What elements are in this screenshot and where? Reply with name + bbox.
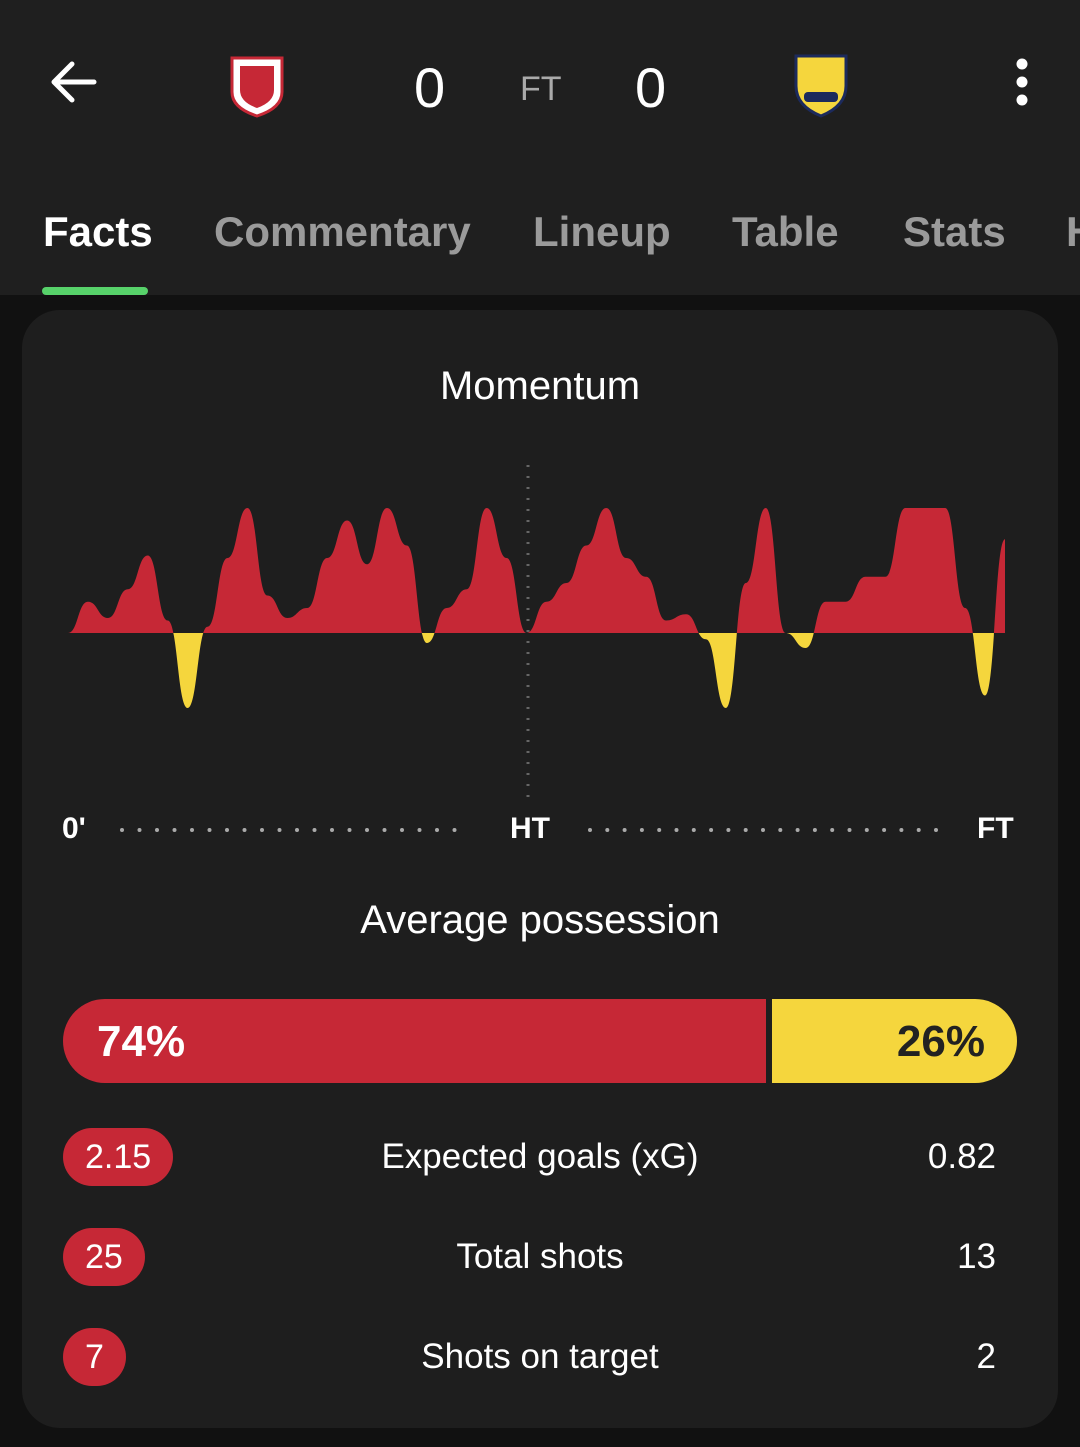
stat-label: Expected goals (xG) (381, 1137, 699, 1176)
momentum-title: Momentum (439, 364, 641, 408)
stat-label: Total shots (456, 1237, 624, 1276)
home-stat: 25 (63, 1228, 145, 1286)
away-logo[interactable] (794, 54, 848, 118)
match-status: FT (520, 70, 562, 108)
header-icons (42, 54, 1028, 295)
back-button[interactable] (51, 61, 97, 103)
menu-dot[interactable] (1016, 76, 1028, 88)
away-possession-label: 26% (896, 1017, 985, 1066)
momentum-chart (68, 465, 1005, 800)
menu-dot[interactable] (1016, 58, 1028, 70)
facts-card (22, 310, 1058, 1428)
tab[interactable]: H (1066, 208, 1080, 256)
momentum-area (68, 508, 1005, 708)
home-stat: 7 (63, 1328, 126, 1386)
axis-label: 0' (62, 812, 86, 845)
away-stat: 2 (976, 1337, 996, 1376)
home-possession: 74% (63, 999, 766, 1083)
possession-bar: 74% 26% (63, 999, 1017, 1083)
menu-dot[interactable] (1016, 94, 1028, 106)
tab[interactable]: Lineup (533, 208, 671, 255)
home-possession-label: 74% (97, 1017, 186, 1066)
away-score: 0 (635, 56, 667, 119)
home-score: 0 (414, 56, 446, 119)
possession-title: Average possession (360, 898, 720, 942)
tab[interactable]: Facts (43, 208, 153, 255)
tab[interactable]: Commentary (214, 208, 471, 255)
match-header (0, 0, 1080, 295)
away-stat: 0.82 (927, 1137, 996, 1176)
home-stat: 2.15 (63, 1128, 174, 1186)
away-logo-inner (804, 92, 838, 102)
timeline-dots (120, 828, 938, 832)
tab[interactable]: Table (732, 208, 839, 255)
axis-label: FT (977, 812, 1014, 845)
axis-label: HT (510, 812, 550, 845)
stat-label: Shots on target (421, 1337, 659, 1376)
home-logo-inner (240, 66, 274, 108)
away-possession: 26% (771, 999, 1017, 1083)
away-stat: 13 (957, 1237, 996, 1276)
tab[interactable]: Stats (903, 208, 1006, 255)
active-tab-indicator (42, 287, 148, 295)
